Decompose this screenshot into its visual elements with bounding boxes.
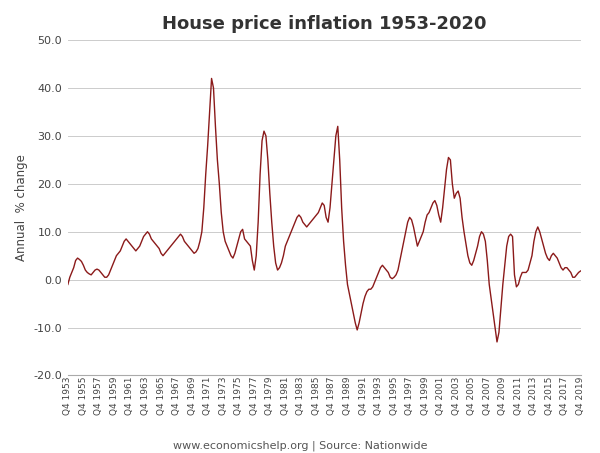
Text: www.economicshelp.org | Source: Nationwide: www.economicshelp.org | Source: Nationwi…: [173, 440, 427, 451]
Y-axis label: Annual  % change: Annual % change: [15, 154, 28, 261]
Title: House price inflation 1953-2020: House price inflation 1953-2020: [162, 15, 487, 33]
